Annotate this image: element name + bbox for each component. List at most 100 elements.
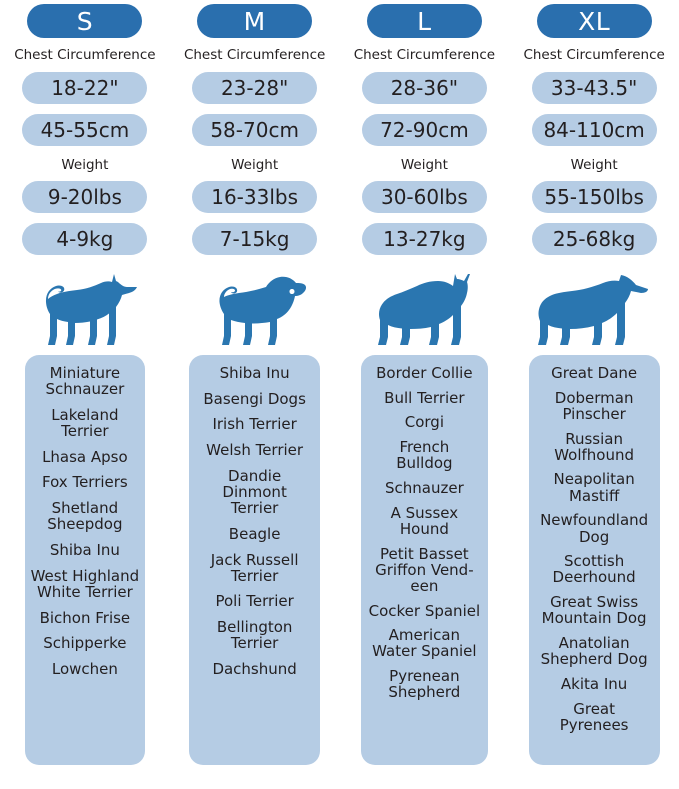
medium-dog-silhouette-icon — [219, 276, 306, 345]
chest-circumference-label: Chest Circumference — [353, 47, 496, 63]
size-column-l: L Chest Circumference 28-36" 72-90cm Weight 3… — [340, 0, 510, 789]
size-header-label: L — [417, 6, 432, 36]
chest-inches-pill-value: 18-22" — [51, 75, 119, 100]
chest-cm-pill: 72-90cm — [361, 113, 487, 146]
size-column-m: M Chest Circumference 23-28" 58-70cm Weight 1… — [170, 0, 340, 789]
breed-list-item: Scottish Deerhound — [552, 552, 636, 587]
breed-list-item: Miniature Schnauzer — [45, 364, 125, 399]
chest-inches-pill: 28-36" — [361, 71, 487, 104]
weight-kg-pill: 25-68kg — [531, 223, 657, 255]
dog-silhouette-container — [354, 269, 494, 347]
size-column-s: S Chest Circumference 18-22" 45-55cm Weight 9… — [0, 0, 170, 789]
size-header-label: XL — [578, 6, 611, 36]
breed-list-item: Pyrenean Shepherd — [388, 667, 461, 702]
breed-list-item: Dandie Dinmont Terrier — [222, 466, 287, 518]
weight-lbs-pill: 16-33lbs — [192, 181, 318, 213]
breed-list-item: Jack Russell Terrier — [210, 550, 299, 585]
chest-inches-pill: 33-43.5" — [531, 71, 657, 104]
weight-kg-pill: 4-9kg — [22, 223, 148, 255]
chest-cm-pill: 45-55cm — [22, 113, 148, 146]
chest-circumference-label: Chest Circumference — [14, 47, 156, 63]
weight-lbs-pill-value: 16-33lbs — [211, 185, 299, 209]
breed-list-item: A Sussex Hound — [390, 503, 459, 538]
breed-list-item: Russian Wolfhound — [554, 429, 635, 464]
breed-list-item: Akita Inu — [560, 674, 628, 693]
weight-kg-pill-value: 25-68kg — [552, 227, 636, 251]
breed-list-item: West Highland White Terrier — [30, 566, 140, 601]
weight-lbs-pill: 30-60lbs — [361, 181, 487, 213]
breed-list-item: Poli Terrier — [215, 592, 294, 611]
chest-inches-pill-value: 28-36" — [390, 75, 459, 100]
breed-list-item: American Water Spaniel — [372, 626, 477, 661]
weight-kg-pill: 13-27kg — [361, 223, 487, 255]
weight-label: Weight — [400, 156, 448, 173]
size-header-pill-m: M — [197, 4, 313, 38]
breed-list-panel-xl: Great Dane Doberman Pinscher Russian Wolfh… — [528, 355, 660, 765]
chest-inches-pill: 18-22" — [22, 71, 148, 104]
breed-list-item: Corgi — [404, 413, 444, 432]
chest-circumference-label: Chest Circumference — [523, 47, 665, 63]
dog-silhouette-container — [15, 269, 155, 347]
dog-silhouette-container — [524, 269, 664, 347]
chest-cm-pill-value: 45-55cm — [40, 117, 130, 142]
breed-list-item: Irish Terrier — [212, 415, 297, 434]
size-header-pill-l: L — [366, 4, 482, 38]
breed-list-item: Schipperke — [43, 634, 127, 653]
chest-inches-pill: 23-28" — [192, 71, 318, 104]
large-dog-silhouette-icon — [378, 274, 471, 345]
weight-lbs-pill-value: 30-60lbs — [380, 185, 468, 209]
weight-lbs-pill-value: 55-150lbs — [544, 185, 644, 209]
chest-cm-pill: 58-70cm — [192, 113, 318, 146]
breed-list-item: Cocker Spaniel — [368, 601, 481, 620]
breed-list-panel-m: Shiba Inu Basengi Dogs Irish Terrier Welsh … — [189, 355, 321, 765]
size-header-label: M — [243, 6, 266, 36]
breed-list-item: Shiba Inu — [49, 541, 120, 559]
size-header-pill-s: S — [27, 4, 143, 38]
breed-list-panel-l: Border Collie Bull Terrier Corgi French Bul… — [360, 355, 488, 765]
breed-list-item: Beagle — [228, 524, 281, 543]
chest-inches-pill-value: 33-43.5" — [550, 75, 638, 100]
weight-lbs-pill: 55-150lbs — [531, 181, 657, 213]
breed-list-item: Neapolitan Mastiff — [553, 470, 635, 505]
weight-kg-pill-value: 7-15kg — [219, 227, 290, 251]
extra-large-dog-silhouette-icon — [538, 275, 649, 345]
breed-list-item: Lhasa Apso — [42, 447, 128, 466]
breed-list-item: Bichon Frise — [39, 608, 131, 627]
breed-list-item: Great Pyrenees — [559, 699, 629, 734]
weight-kg-pill: 7-15kg — [192, 223, 318, 255]
breed-list-item: Newfoundland Dog — [540, 511, 649, 546]
breed-list-panel-s: Miniature Schnauzer Lakeland Terrier Lhasa… — [24, 355, 145, 765]
dog-silhouette-container — [185, 269, 325, 347]
weight-label: Weight — [570, 156, 618, 173]
breed-list-item: Great Swiss Mountain Dog — [541, 593, 647, 628]
breed-list-item: Lowchen — [51, 659, 118, 678]
chest-circumference-label: Chest Circumference — [183, 47, 326, 63]
breed-list-item: Anatolian Shepherd Dog — [540, 633, 648, 669]
weight-kg-pill-value: 13-27kg — [383, 227, 466, 251]
breed-list-item: Great Dane — [551, 364, 638, 382]
chest-inches-pill-value: 23-28" — [220, 75, 289, 100]
breed-list-item: French Bulldog — [396, 438, 453, 473]
breed-list-item: Bull Terrier — [384, 388, 465, 407]
size-column-xl: XL Chest Circumference 33-43.5" 84-110cm Wei… — [509, 0, 679, 789]
weight-label: Weight — [61, 156, 109, 173]
breed-list-item: Lakeland Terrier — [51, 405, 119, 441]
breed-list-item: Petit Basset Griffon Vend- een — [375, 544, 474, 595]
breed-list-item: Border Collie — [376, 364, 473, 382]
size-header-pill-xl: XL — [536, 4, 652, 38]
breed-list-item: Shetland Sheepdog — [47, 499, 123, 534]
breed-list-item: Dachshund — [212, 659, 297, 678]
chest-cm-pill-value: 84-110cm — [543, 117, 645, 142]
breed-list-item: Fox Terriers — [42, 473, 128, 492]
breed-list-item: Bellington Terrier — [216, 618, 293, 653]
small-dog-silhouette-icon — [45, 274, 137, 345]
weight-kg-pill-value: 4-9kg — [56, 227, 114, 251]
size-header-label: S — [76, 6, 94, 36]
breed-list-item: Schnauzer — [385, 478, 464, 497]
breed-list-item: Doberman Pinscher — [554, 388, 634, 423]
weight-lbs-pill-value: 9-20lbs — [47, 185, 122, 209]
breed-list-item: Shiba Inu — [219, 364, 290, 382]
chest-cm-pill: 84-110cm — [531, 113, 657, 146]
weight-label: Weight — [231, 156, 279, 173]
